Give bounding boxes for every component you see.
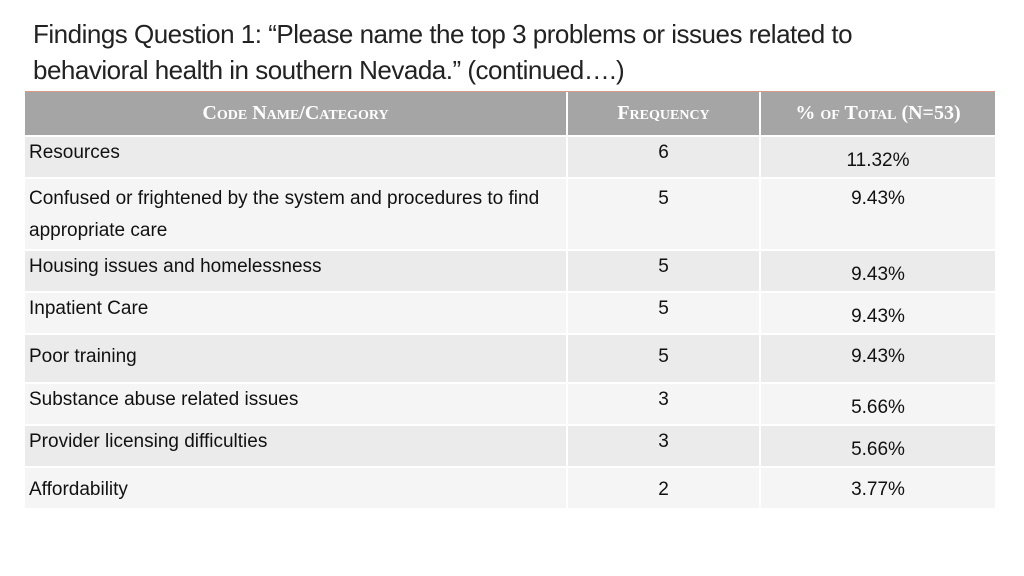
row-frequency: 5 [567,249,761,292]
row-frequency: 5 [567,177,761,250]
table-row: Poor training 5 9.43% [25,333,995,383]
table-row: Substance abuse related issues 3 5.66% [25,382,995,425]
row-frequency: 3 [567,424,761,467]
table-row: Provider licensing difficulties 3 5.66% [25,424,995,467]
row-percent: 11.32% [760,135,995,178]
row-category: Housing issues and homelessness [25,249,568,292]
row-category: Confused or frightened by the system and… [25,177,568,250]
row-category: Poor training [25,333,568,383]
row-percent: 9.43% [760,291,995,334]
row-category: Substance abuse related issues [25,382,568,425]
slide-title-line-2: behavioral health in southern Nevada.” (… [33,55,625,85]
header-category: Code Name/Category [25,92,568,136]
table-row: Affordability 2 3.77% [25,466,995,508]
row-percent: 5.66% [760,424,995,467]
row-category: Resources [25,135,568,178]
row-percent: 9.43% [760,333,995,383]
table-row: Confused or frightened by the system and… [25,177,995,250]
slide-title: Findings Question 1: “Please name the to… [33,16,993,88]
table-row: Resources 6 11.32% [25,135,995,178]
row-frequency: 2 [567,466,761,508]
row-percent: 3.77% [760,466,995,508]
row-frequency: 5 [567,291,761,334]
slide-title-line-1: Findings Question 1: “Please name the to… [33,19,853,49]
row-category: Affordability [25,466,568,508]
header-percent: % of Total (N=53) [760,92,995,136]
row-percent: 5.66% [760,382,995,425]
header-frequency: Frequency [567,92,761,136]
table-row: Housing issues and homelessness 5 9.43% [25,249,995,292]
title-divider [25,91,995,92]
row-frequency: 5 [567,333,761,383]
row-frequency: 6 [567,135,761,178]
table-row: Inpatient Care 5 9.43% [25,291,995,334]
row-frequency: 3 [567,382,761,425]
findings-table: Code Name/Category Frequency % of Total … [25,92,995,508]
row-category: Inpatient Care [25,291,568,334]
row-percent: 9.43% [760,177,995,250]
row-percent: 9.43% [760,249,995,292]
row-category: Provider licensing difficulties [25,424,568,467]
table-header-row: Code Name/Category Frequency % of Total … [25,92,995,136]
